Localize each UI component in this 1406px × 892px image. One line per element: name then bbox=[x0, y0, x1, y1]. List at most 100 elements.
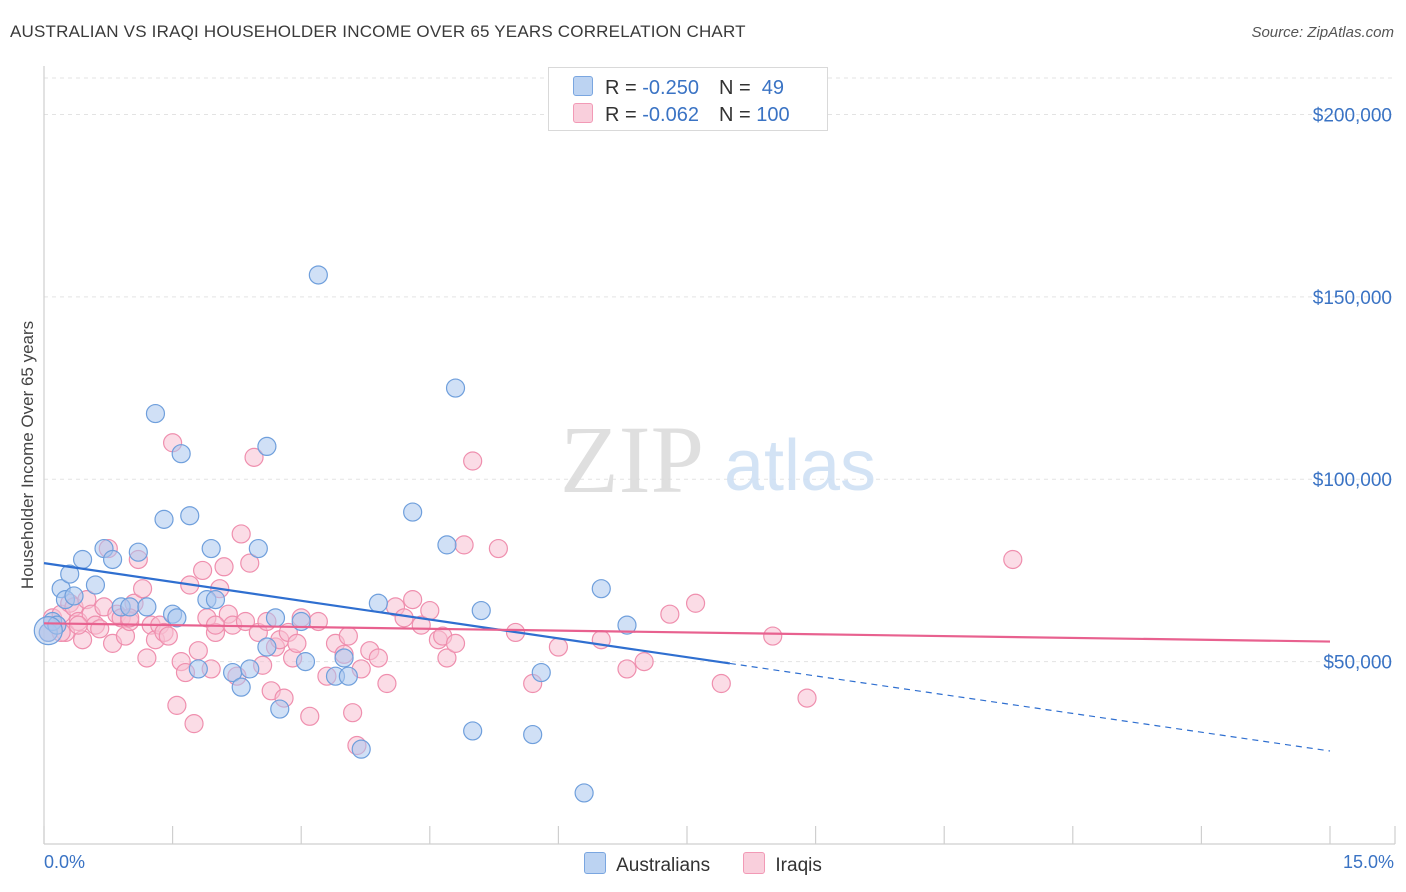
australians-point bbox=[265, 608, 286, 628]
iraqis-trend-line bbox=[43, 622, 1331, 643]
iraqis-point bbox=[403, 590, 423, 610]
r-label: R = bbox=[605, 77, 643, 99]
iraqis-point bbox=[488, 538, 508, 559]
legend-label: Australians bbox=[616, 855, 711, 876]
australians-point bbox=[351, 739, 371, 759]
legend-item-australians[interactable]: Australians bbox=[584, 852, 710, 877]
australians-point bbox=[368, 593, 388, 613]
australians-point bbox=[240, 659, 260, 679]
iraqis-point bbox=[394, 608, 414, 628]
australians-point bbox=[231, 677, 251, 697]
australians-point bbox=[102, 549, 123, 570]
iraqis-point bbox=[634, 652, 654, 672]
australians-point bbox=[591, 579, 611, 599]
iraqis-point bbox=[685, 593, 706, 613]
legend-label: Iraqis bbox=[775, 855, 822, 876]
iraqis-point bbox=[338, 626, 358, 646]
australians-point bbox=[403, 502, 423, 522]
iraqis-point bbox=[711, 673, 731, 694]
australians-point bbox=[120, 597, 140, 617]
australians-point bbox=[72, 549, 93, 570]
iraqis-point bbox=[548, 637, 569, 657]
australians-point bbox=[137, 597, 157, 617]
iraqis-point bbox=[184, 714, 204, 734]
iraqis-point bbox=[1003, 549, 1023, 570]
australians-point bbox=[574, 783, 594, 803]
australians-swatch-icon bbox=[573, 76, 593, 96]
australians-point bbox=[471, 600, 491, 621]
axes bbox=[43, 66, 1396, 845]
watermark-zip: ZIP bbox=[560, 406, 704, 513]
y-tick-label: $50,000 bbox=[1323, 653, 1392, 674]
iraqis-point bbox=[240, 553, 260, 573]
iraqis-point bbox=[763, 626, 783, 646]
r-value: -0.250 bbox=[642, 77, 699, 99]
n-value: 100 bbox=[756, 104, 790, 126]
australians-point bbox=[180, 506, 200, 526]
x-tick-label-max: 15.0% bbox=[1342, 852, 1394, 872]
n-value: 49 bbox=[756, 77, 785, 99]
iraqis-point bbox=[193, 560, 213, 581]
iraqis-point bbox=[660, 604, 680, 624]
iraqis-point bbox=[463, 451, 483, 471]
iraqis-point bbox=[231, 524, 251, 544]
r-label: R = bbox=[605, 104, 643, 126]
iraqis-point bbox=[300, 706, 320, 726]
iraqis-point bbox=[420, 600, 440, 621]
iraqis-point bbox=[454, 535, 474, 555]
australians-point bbox=[64, 586, 84, 606]
australians-point bbox=[167, 608, 187, 628]
australians-point bbox=[295, 652, 316, 672]
legend-row-australians: R = -0.250 N = 49 bbox=[573, 76, 785, 99]
grid-lines bbox=[44, 77, 1395, 663]
iraqis-point bbox=[368, 648, 388, 668]
iraqis-point bbox=[137, 648, 157, 668]
australians-trend-extrapolation bbox=[729, 662, 1331, 752]
australians-point bbox=[33, 616, 63, 646]
n-label: N = bbox=[718, 104, 757, 126]
australians-point bbox=[145, 403, 166, 424]
y-tick-labels: $50,000 $100,000 $150,000 $200,000 bbox=[1313, 105, 1392, 673]
australians-point bbox=[171, 444, 191, 464]
australians-point bbox=[463, 721, 483, 741]
iraqis-point bbox=[617, 659, 637, 679]
chart-title: AUSTRALIAN VS IRAQI HOUSEHOLDER INCOME O… bbox=[10, 22, 746, 41]
legend-item-iraqis[interactable]: Iraqis bbox=[743, 852, 822, 877]
r-value: -0.062 bbox=[642, 104, 699, 126]
iraqis-point bbox=[214, 557, 234, 577]
australians-point bbox=[334, 648, 354, 668]
australians-point bbox=[257, 436, 277, 457]
iraqis-point bbox=[68, 615, 88, 635]
watermark-atlas: atlas bbox=[724, 426, 876, 506]
iraqis-point bbox=[445, 633, 466, 653]
iraqis-point bbox=[437, 648, 457, 668]
correlation-legend: R = -0.250 N = 49 R = -0.062 N = 100 bbox=[548, 67, 828, 131]
australians-swatch-icon bbox=[584, 852, 607, 874]
australians-point bbox=[257, 637, 277, 657]
iraqis-swatch-icon bbox=[573, 103, 593, 123]
australians-point bbox=[437, 535, 457, 555]
australians-point bbox=[308, 265, 328, 285]
y-tick-label: $150,000 bbox=[1313, 288, 1392, 309]
iraqis-point bbox=[167, 695, 187, 715]
australians-point bbox=[270, 699, 290, 719]
legend-row-iraqis: R = -0.062 N = 100 bbox=[573, 103, 790, 126]
iraqis-point bbox=[188, 641, 208, 661]
iraqis-point bbox=[343, 703, 363, 723]
australians-point bbox=[201, 538, 221, 559]
series-legend: Australians Iraqis bbox=[0, 852, 1406, 877]
australians-point bbox=[128, 542, 148, 562]
australians-point bbox=[617, 615, 637, 635]
n-label: N = bbox=[718, 77, 757, 99]
australians-point bbox=[445, 378, 466, 398]
iraqis-point bbox=[377, 673, 397, 694]
australians-point bbox=[531, 662, 551, 683]
watermark: ZIP atlas bbox=[560, 406, 876, 513]
australians-point bbox=[188, 659, 208, 679]
iraqis-swatch-icon bbox=[743, 852, 766, 874]
australians-point bbox=[205, 590, 226, 610]
australians-point bbox=[60, 564, 80, 584]
iraqis-point bbox=[244, 447, 264, 467]
iraqis-point bbox=[90, 619, 110, 639]
